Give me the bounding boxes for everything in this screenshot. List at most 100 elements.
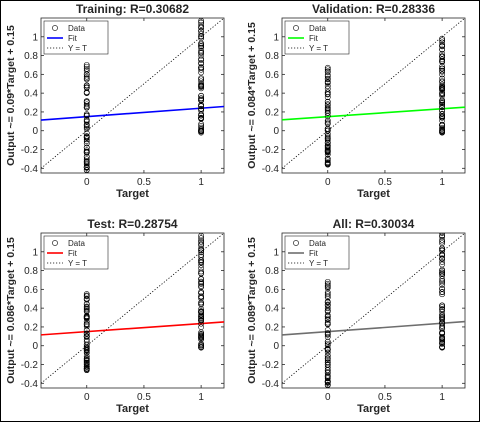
all-data-point (324, 312, 331, 319)
validation-data-point (439, 46, 446, 53)
training-data-point (83, 134, 90, 141)
validation-data-point (439, 84, 446, 91)
training-data-point (83, 147, 90, 154)
training-legend-label: Y = T (68, 44, 87, 53)
training-data-point (83, 103, 90, 109)
training-data-point (198, 92, 205, 99)
training-data-point (198, 30, 205, 37)
training-data-point (198, 124, 205, 131)
training-data-point (83, 65, 90, 72)
training-data-point (198, 76, 205, 83)
test-ytick-label: 0.4 (24, 304, 38, 315)
validation-data-point (324, 102, 331, 109)
test-fit-line (41, 321, 224, 336)
all-data-point (324, 361, 331, 368)
all-xlabel: Target (357, 403, 390, 415)
training-panel: 0 0.5 1 -0.4 -0.2 0 0.2 0.4 0.6 0.8 1 Training: R=0… (5, 2, 225, 200)
training-xlabel: Target (116, 188, 149, 200)
test-identity-line (41, 233, 224, 384)
test-ytick-label: 0.8 (24, 266, 38, 277)
training-ylabel: Output ~= 0.09*Target + 0.15 (5, 25, 17, 166)
test-data-point (83, 355, 90, 362)
training-ytick-label: -0.2 (21, 145, 39, 156)
test-data-point (198, 247, 205, 253)
test-legend-label: Fit (68, 249, 78, 258)
all-data-point (324, 342, 331, 349)
validation-data-point (324, 85, 331, 92)
all-xtick-label: 0.5 (378, 392, 392, 403)
test-data-point (198, 242, 205, 249)
all-ytick-label: 0.4 (265, 304, 279, 315)
test-data-point (83, 336, 90, 343)
test-data-point (198, 283, 205, 289)
all-data-point (439, 279, 446, 286)
all-data-point (439, 286, 446, 292)
training-data-point (198, 78, 205, 85)
validation-data-point (439, 50, 446, 57)
validation-data-point (439, 53, 446, 60)
training-data-point (198, 82, 205, 89)
training-data-point (83, 140, 90, 147)
all-legend-data-marker (293, 240, 299, 246)
test-data-point (198, 308, 205, 315)
training-data-point (198, 21, 205, 28)
all-legend-label: Y = T (309, 259, 328, 268)
all-data-point (324, 321, 331, 328)
test-ylabel: Output ~= 0.086*Target + 0.15 (5, 237, 17, 384)
validation-ytick-label: 0.8 (265, 51, 279, 62)
all-data-point (324, 378, 331, 385)
all-data-point (439, 269, 446, 276)
validation-ytick-label: 1 (273, 32, 279, 43)
training-data-point (198, 123, 205, 129)
validation-data-point (324, 155, 331, 162)
training-data-point (83, 82, 90, 89)
test-data-point (198, 245, 205, 252)
validation-data-point (324, 98, 331, 105)
training-data-point (198, 64, 205, 71)
all-data-point (324, 289, 331, 296)
test-data-point (83, 350, 90, 356)
validation-xlabel: Target (357, 188, 390, 200)
training-data-point (198, 81, 205, 87)
all-data-point (439, 323, 446, 329)
training-data-point (83, 158, 90, 164)
test-ytick-label: -0.2 (21, 360, 39, 371)
test-data-point (198, 253, 205, 260)
all-data-point (324, 278, 331, 285)
training-data-point (83, 156, 90, 163)
all-data-point (439, 308, 446, 315)
training-title: Training: R=0.30682 (76, 2, 189, 16)
all-data-point (324, 333, 331, 340)
training-data-point (198, 44, 205, 51)
validation-panel: 0 0.5 1 -0.4 -0.2 0 0.2 0.4 0.6 0.8 1 Validation: R… (246, 2, 466, 200)
validation-data-point (324, 140, 331, 147)
all-data-point (324, 292, 331, 299)
all-data-point (324, 282, 331, 289)
training-xtick-label: 0 (84, 177, 90, 188)
validation-data-point (324, 72, 331, 78)
test-data-point (83, 305, 90, 312)
all-ytick-label: 0 (273, 341, 279, 352)
training-data-point (83, 75, 90, 82)
validation-data-point (439, 92, 446, 99)
training-data-point (83, 62, 90, 68)
training-data-point (198, 27, 205, 34)
all-data-point (324, 369, 331, 375)
training-data-point (83, 98, 90, 104)
validation-data-point (324, 66, 331, 73)
training-ytick-label: 0.2 (24, 107, 38, 118)
validation-data-point (324, 89, 331, 96)
validation-data-point (439, 78, 446, 84)
all-data-point (439, 251, 446, 258)
validation-data-point (439, 42, 446, 48)
training-data-point (198, 43, 205, 49)
test-data-point (83, 360, 90, 366)
all-xtick-label: 1 (439, 392, 445, 403)
training-data-point (83, 116, 90, 123)
test-xlabel: Target (116, 403, 149, 415)
training-data-point (198, 47, 205, 54)
all-data-point (324, 299, 331, 306)
all-data-point (324, 349, 331, 356)
all-data-point (439, 247, 446, 253)
